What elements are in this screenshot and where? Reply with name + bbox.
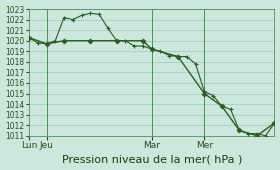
X-axis label: Pression niveau de la mer( hPa ): Pression niveau de la mer( hPa ) xyxy=(62,154,242,164)
